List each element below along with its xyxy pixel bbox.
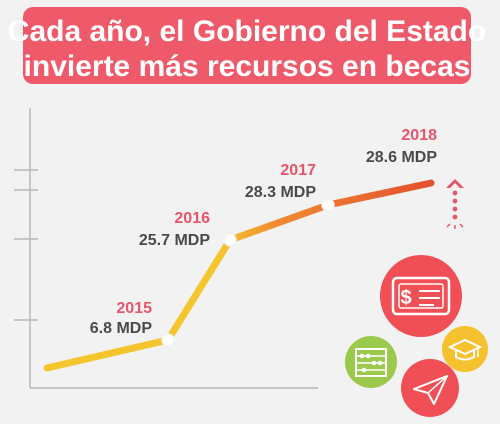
dollar-bill-icon: $	[380, 255, 462, 337]
data-point-2016	[223, 233, 237, 247]
title-line-2: invierte más recursos en becas	[24, 50, 471, 83]
graduation-cap-icon	[442, 326, 488, 372]
data-labels: 2015 6.8 MDP 2016 25.7 MDP 2017 28.3 MDP 2018 2…	[90, 127, 438, 337]
axes	[14, 108, 318, 389]
value-label-2018: 28.6 MDP	[366, 149, 437, 166]
year-label-2018: 2018	[401, 127, 437, 144]
trend-arrow-icon	[446, 179, 464, 229]
abacus-icon	[345, 336, 397, 388]
value-label-2017: 28.3 MDP	[245, 184, 316, 201]
year-label-2017: 2017	[280, 162, 316, 179]
title-banner	[23, 7, 471, 84]
value-label-2016: 25.7 MDP	[139, 232, 210, 249]
year-label-2015: 2015	[116, 300, 152, 317]
paper-plane-icon	[401, 359, 459, 417]
year-label-2016: 2016	[174, 210, 210, 227]
data-point-2017	[321, 198, 335, 212]
value-label-2015: 6.8 MDP	[90, 320, 153, 337]
title-line-1: Cada año, el Gobierno del Estado	[8, 15, 486, 48]
svg-text:$: $	[400, 287, 411, 309]
data-series	[43, 179, 435, 372]
data-point-2015	[161, 333, 175, 347]
